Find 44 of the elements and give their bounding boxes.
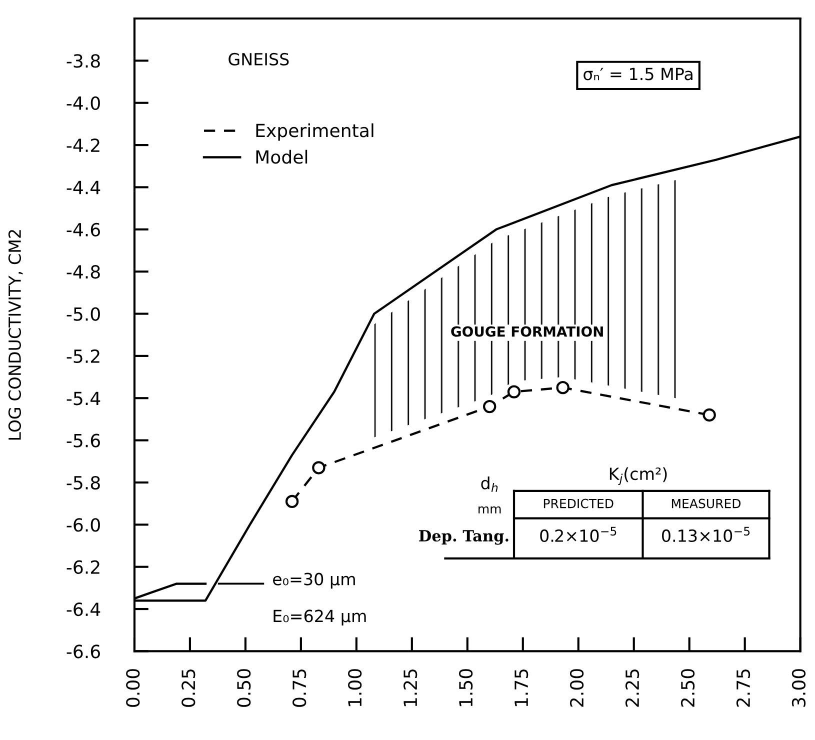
annotation: MEASURED xyxy=(672,498,741,508)
x-tick-label: 1.25 xyxy=(403,669,418,706)
x-tick-label: 2.25 xyxy=(625,669,640,707)
x-tick-label: 1.75 xyxy=(514,669,528,706)
y-tick-label: -6.6 xyxy=(66,644,100,658)
annotation: 0.2×10$^{−5}$ xyxy=(540,526,616,542)
x-tick-label: 0.75 xyxy=(292,669,306,707)
y-tick-label: -5.8 xyxy=(66,476,100,490)
y-tick-label: -4.8 xyxy=(66,265,100,279)
y-axis-title: LOG CONDUCTIVITY, CM2 xyxy=(8,230,23,440)
annotation: Dep. Tang. xyxy=(419,530,508,545)
y-tick-label: -6.0 xyxy=(66,518,100,532)
annotation: mm xyxy=(478,506,501,514)
y-tick-label: -4.4 xyxy=(66,180,100,194)
annotation: GNEISS xyxy=(228,52,289,66)
annotation: d$_{h}$ xyxy=(481,476,498,492)
x-tick-label: 3.00 xyxy=(792,669,806,707)
x-tick-label: 2.50 xyxy=(680,669,695,707)
x-tick-label: 0.50 xyxy=(237,669,251,707)
annotation: 0.13×10$^{−5}$ xyxy=(662,526,750,542)
annotation: K$_{j}$(cm²) xyxy=(610,467,667,486)
x-tick-label: 2.00 xyxy=(570,669,584,707)
x-tick-label: 2.75 xyxy=(736,669,750,707)
y-tick-label: -4.0 xyxy=(66,96,100,110)
annotation: e₀=30 µm xyxy=(273,572,355,589)
y-tick-label: -4.2 xyxy=(66,138,100,152)
x-tick-label: 0.25 xyxy=(182,669,196,707)
y-tick-label: -5.4 xyxy=(66,392,100,406)
legend-label: Model xyxy=(256,150,308,164)
x-tick-label: 1.00 xyxy=(348,669,362,706)
legend-label: Experimental xyxy=(256,123,374,141)
annotation: PREDICTED xyxy=(544,498,614,508)
y-tick-label: -3.8 xyxy=(66,54,100,68)
y-tick-label: -5.6 xyxy=(66,434,100,448)
x-tick-label: 0.00 xyxy=(126,669,140,707)
y-tick-label: -5.0 xyxy=(66,307,100,321)
y-tick-label: -4.6 xyxy=(66,222,100,237)
y-tick-label: -6.4 xyxy=(66,602,100,616)
x-tick-label: 1.50 xyxy=(458,669,473,706)
y-tick-label: -5.2 xyxy=(66,349,100,364)
y-tick-label: -6.2 xyxy=(66,560,100,574)
annotation: GOUGE FORMATION xyxy=(451,326,603,337)
annotation: E₀=624 µm xyxy=(274,610,366,626)
annotation: σₙ′ = 1.5 MPa xyxy=(584,68,692,80)
